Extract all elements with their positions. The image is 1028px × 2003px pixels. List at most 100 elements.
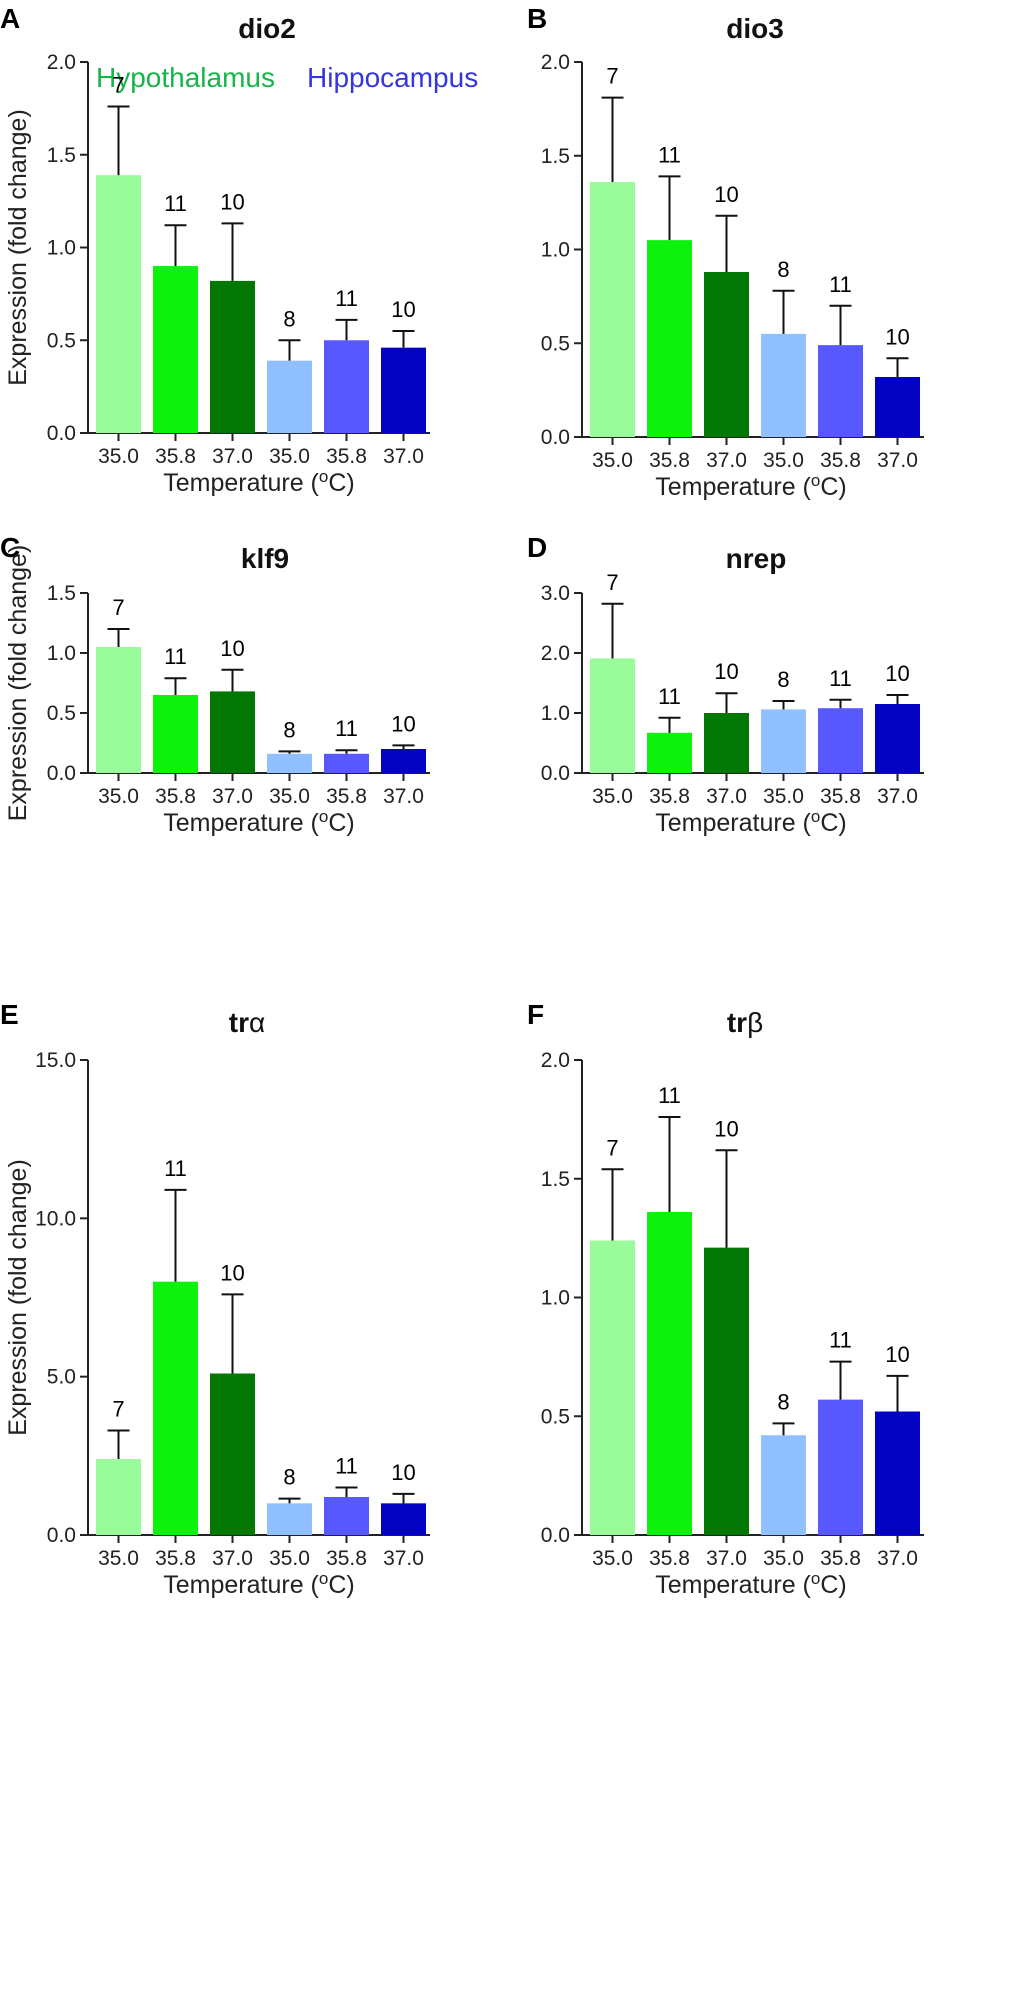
x-axis-label-text: Temperature ( xyxy=(163,1571,319,1599)
x-tick-label: 37.0 xyxy=(212,1547,253,1570)
y-axis-label: Expression (fold change) xyxy=(4,1159,32,1436)
chart-title-text: klf9 xyxy=(241,543,289,574)
x-axis-label: Temperature (oC) xyxy=(655,471,846,501)
bar xyxy=(267,1503,312,1535)
n-label: 11 xyxy=(658,684,681,709)
n-label: 8 xyxy=(283,1465,295,1490)
n-label: 10 xyxy=(885,324,909,349)
x-tick-label: 35.0 xyxy=(592,1547,633,1570)
bar xyxy=(704,713,749,773)
n-label: 7 xyxy=(112,73,124,98)
bar xyxy=(210,691,255,773)
bar xyxy=(875,704,920,773)
bar xyxy=(96,175,141,433)
x-axis-label: Temperature (oC) xyxy=(655,1569,846,1599)
panel-letter: E xyxy=(0,999,19,1030)
y-tick-label: 3.0 xyxy=(541,582,570,605)
y-tick-label: 1.5 xyxy=(47,582,76,605)
n-label: 10 xyxy=(885,1342,909,1367)
y-tick-label: 1.0 xyxy=(47,237,76,260)
bar xyxy=(704,1247,749,1535)
n-label: 11 xyxy=(164,1156,187,1181)
x-tick-label: 35.0 xyxy=(592,785,633,808)
bar xyxy=(381,347,426,433)
chart-title: klf9 xyxy=(241,543,289,574)
bar xyxy=(761,333,806,437)
y-tick-label: 0.5 xyxy=(47,702,76,725)
chart-title-symbol: α xyxy=(249,1007,265,1038)
x-tick-label: 35.8 xyxy=(820,449,861,472)
n-label: 11 xyxy=(829,1328,852,1353)
x-axis-label-end: C) xyxy=(328,1571,354,1599)
y-tick-label: 2.0 xyxy=(541,51,570,74)
chart-title: trα xyxy=(229,1007,265,1038)
y-axis-label: Expression (fold change) xyxy=(4,545,32,822)
x-axis-label-end: C) xyxy=(820,809,846,837)
x-axis-label-superscript: o xyxy=(319,807,328,826)
x-axis-label: Temperature (oC) xyxy=(655,807,846,837)
panel-letter: C xyxy=(0,532,20,563)
y-tick-label: 5.0 xyxy=(47,1366,76,1389)
n-label: 10 xyxy=(714,182,738,207)
x-tick-label: 35.8 xyxy=(326,445,367,468)
x-axis-label-end: C) xyxy=(820,473,846,501)
bar xyxy=(324,1497,369,1535)
bar xyxy=(761,709,806,773)
n-label: 10 xyxy=(391,297,415,322)
n-label: 10 xyxy=(220,636,244,661)
legend-hypothalamus: Hypothalamus xyxy=(96,62,275,93)
n-label: 10 xyxy=(220,189,244,214)
bar xyxy=(381,1503,426,1535)
x-tick-label: 35.8 xyxy=(326,1547,367,1570)
y-tick-label: 1.5 xyxy=(47,144,76,167)
x-tick-label: 37.0 xyxy=(212,785,253,808)
bar xyxy=(210,1373,255,1535)
y-tick-label: 10.0 xyxy=(35,1207,76,1230)
y-tick-label: 15.0 xyxy=(35,1049,76,1072)
chart-title: trβ xyxy=(727,1007,763,1038)
y-axis-label: Expression (fold change) xyxy=(4,109,32,386)
x-tick-label: 37.0 xyxy=(383,1547,424,1570)
y-tick-label: 0.0 xyxy=(541,762,570,785)
n-label: 10 xyxy=(391,1460,415,1485)
x-tick-label: 35.0 xyxy=(269,785,310,808)
legend-hippocampus: Hippocampus xyxy=(307,62,478,93)
bar xyxy=(267,360,312,433)
bar xyxy=(704,272,749,437)
x-tick-label: 35.0 xyxy=(269,445,310,468)
legend: Hypothalamus Hippocampus xyxy=(96,62,478,93)
x-tick-label: 35.8 xyxy=(326,785,367,808)
x-axis-label-superscript: o xyxy=(811,471,820,490)
n-label: 11 xyxy=(658,142,681,167)
chart-title: dio3 xyxy=(726,13,784,44)
y-tick-label: 0.0 xyxy=(541,1524,570,1547)
y-tick-label: 0.0 xyxy=(47,762,76,785)
n-label: 10 xyxy=(885,661,909,686)
n-label: 11 xyxy=(164,644,187,669)
y-tick-label: 2.0 xyxy=(541,1049,570,1072)
bar xyxy=(590,1240,635,1535)
bar xyxy=(875,1411,920,1535)
x-axis-label-text: Temperature ( xyxy=(655,473,811,501)
n-label: 8 xyxy=(777,1389,789,1414)
n-label: 11 xyxy=(164,191,187,216)
x-axis-label-superscript: o xyxy=(811,807,820,826)
x-tick-label: 35.8 xyxy=(820,785,861,808)
x-axis-label-superscript: o xyxy=(319,1569,328,1588)
chart-title-symbol: β xyxy=(747,1007,763,1038)
n-label: 11 xyxy=(829,272,852,297)
y-tick-label: 1.0 xyxy=(541,702,570,725)
bar xyxy=(647,732,692,773)
chart-title-text: tr xyxy=(727,1007,747,1038)
bar xyxy=(210,280,255,433)
x-tick-label: 35.8 xyxy=(155,1547,196,1570)
x-tick-label: 35.8 xyxy=(649,449,690,472)
chart-title: nrep xyxy=(726,543,787,574)
x-axis-label-end: C) xyxy=(328,809,354,837)
x-tick-label: 35.0 xyxy=(763,785,804,808)
